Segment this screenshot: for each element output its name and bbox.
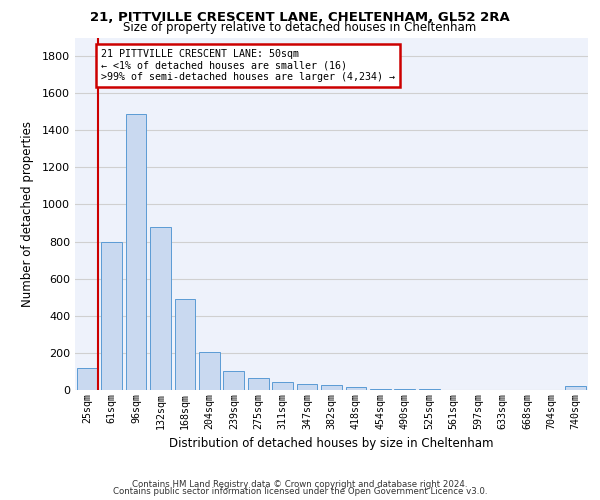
Text: Contains public sector information licensed under the Open Government Licence v3: Contains public sector information licen…	[113, 488, 487, 496]
Bar	[394, 389, 415, 390]
Bar	[223, 370, 244, 390]
Bar	[150, 226, 171, 390]
X-axis label: Distribution of detached houses by size in Cheltenham: Distribution of detached houses by size …	[169, 437, 494, 450]
Bar	[125, 114, 146, 390]
Bar	[565, 386, 586, 390]
Text: 21, PITTVILLE CRESCENT LANE, CHELTENHAM, GL52 2RA: 21, PITTVILLE CRESCENT LANE, CHELTENHAM,…	[90, 11, 510, 24]
Bar	[370, 388, 391, 390]
Bar	[101, 242, 122, 390]
Text: 21 PITTVILLE CRESCENT LANE: 50sqm
← <1% of detached houses are smaller (16)
>99%: 21 PITTVILLE CRESCENT LANE: 50sqm ← <1% …	[101, 48, 395, 82]
Text: Contains HM Land Registry data © Crown copyright and database right 2024.: Contains HM Land Registry data © Crown c…	[132, 480, 468, 489]
Bar	[296, 384, 317, 390]
Y-axis label: Number of detached properties: Number of detached properties	[20, 120, 34, 306]
Bar	[175, 299, 196, 390]
Bar	[77, 368, 98, 390]
Bar	[272, 382, 293, 390]
Bar	[199, 352, 220, 390]
Bar	[321, 385, 342, 390]
Bar	[346, 387, 367, 390]
Bar	[248, 378, 269, 390]
Text: Size of property relative to detached houses in Cheltenham: Size of property relative to detached ho…	[124, 22, 476, 35]
